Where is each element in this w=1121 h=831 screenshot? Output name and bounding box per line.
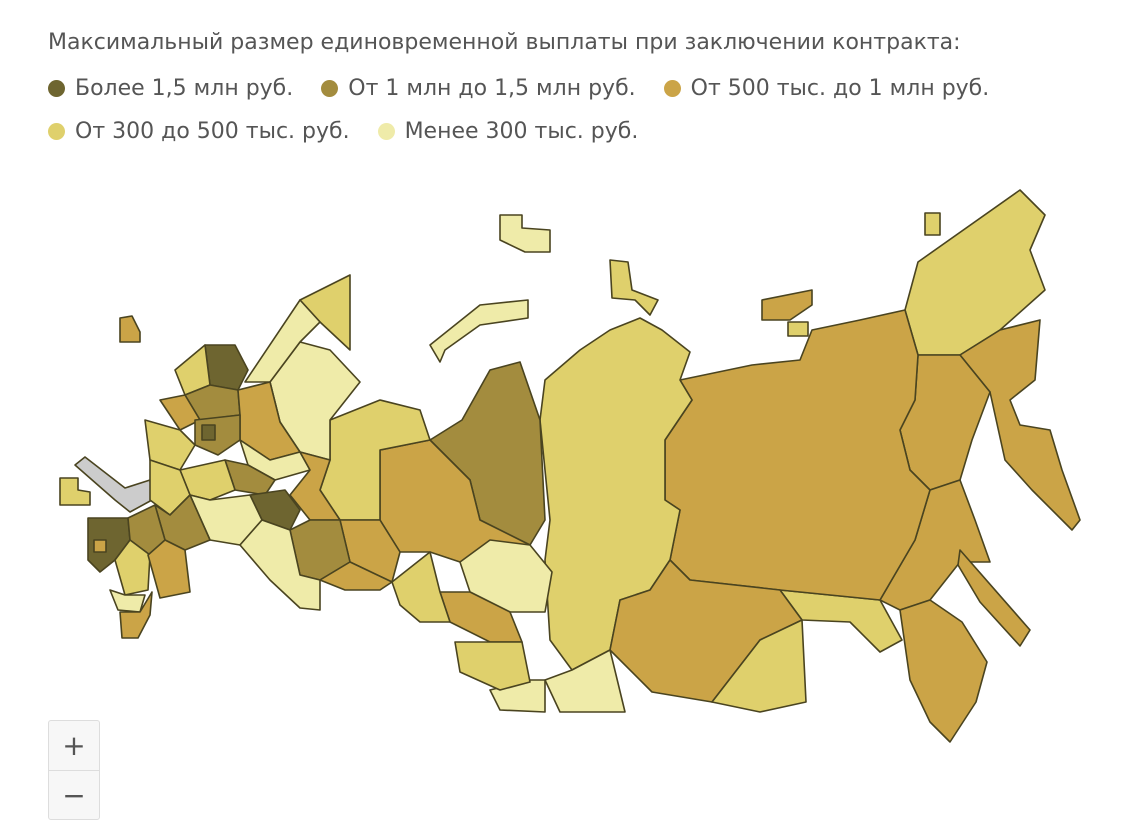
region[interactable] xyxy=(391,551,451,623)
region[interactable] xyxy=(147,539,191,599)
legend-item[interactable]: Менее 300 тыс. руб. xyxy=(377,119,639,144)
legend-dot xyxy=(48,123,65,140)
legend-item[interactable]: Более 1,5 млн руб. xyxy=(48,76,293,101)
region[interactable] xyxy=(499,214,551,253)
legend-dot xyxy=(48,80,65,97)
zoom-out[interactable]: − xyxy=(49,770,99,820)
legend-label: Менее 300 тыс. руб. xyxy=(404,119,639,144)
region[interactable] xyxy=(544,649,626,713)
legend-item[interactable]: От 500 тыс. до 1 млн руб. xyxy=(663,76,990,101)
region[interactable] xyxy=(664,309,931,601)
region[interactable] xyxy=(454,641,531,691)
region[interactable] xyxy=(119,591,153,639)
map-title: Максимальный размер единовременной выпла… xyxy=(48,30,961,55)
region[interactable] xyxy=(609,259,659,316)
region[interactable] xyxy=(761,289,813,321)
region[interactable] xyxy=(144,419,196,471)
region[interactable] xyxy=(119,315,141,343)
region[interactable] xyxy=(93,539,107,553)
region[interactable] xyxy=(59,477,91,506)
legend-item[interactable]: От 1 млн до 1,5 млн руб. xyxy=(321,76,636,101)
legend-label: От 1 млн до 1,5 млн руб. xyxy=(348,76,636,101)
region[interactable] xyxy=(609,559,803,703)
region[interactable] xyxy=(539,317,693,671)
zoom-in[interactable]: + xyxy=(62,729,86,762)
region[interactable] xyxy=(924,212,941,236)
region[interactable] xyxy=(959,319,1081,531)
region[interactable] xyxy=(899,599,988,743)
region[interactable] xyxy=(711,619,807,713)
legend-label: От 500 тыс. до 1 млн руб. xyxy=(690,76,990,101)
legend-dot xyxy=(321,80,339,97)
region[interactable] xyxy=(787,321,809,337)
region[interactable] xyxy=(429,299,529,363)
region[interactable] xyxy=(319,561,393,591)
legend: Более 1,5 млн руб. От 1 млн до 1,5 млн р… xyxy=(48,76,1017,101)
region[interactable] xyxy=(957,549,1031,647)
legend: От 300 до 500 тыс. руб. Менее 300 тыс. р… xyxy=(48,119,666,144)
region[interactable] xyxy=(244,299,321,383)
legend-label: Более 1,5 млн руб. xyxy=(75,76,294,101)
legend-item[interactable]: От 300 до 500 тыс. руб. xyxy=(48,119,350,144)
region[interactable] xyxy=(114,539,151,596)
zoom-control: + − xyxy=(48,720,100,820)
legend-label: От 300 до 500 тыс. руб. xyxy=(75,119,350,144)
region[interactable] xyxy=(109,589,146,613)
region[interactable] xyxy=(204,344,249,391)
legend-dot xyxy=(377,123,395,140)
legend-dot xyxy=(663,80,681,97)
region[interactable] xyxy=(201,424,216,441)
